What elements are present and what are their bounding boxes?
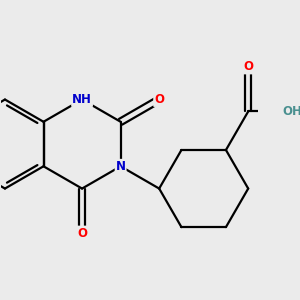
Text: O: O	[243, 60, 253, 74]
Text: O: O	[77, 226, 87, 240]
Text: O: O	[154, 93, 164, 106]
Text: N: N	[116, 160, 126, 173]
Text: NH: NH	[72, 93, 92, 106]
Text: OH: OH	[283, 105, 300, 118]
